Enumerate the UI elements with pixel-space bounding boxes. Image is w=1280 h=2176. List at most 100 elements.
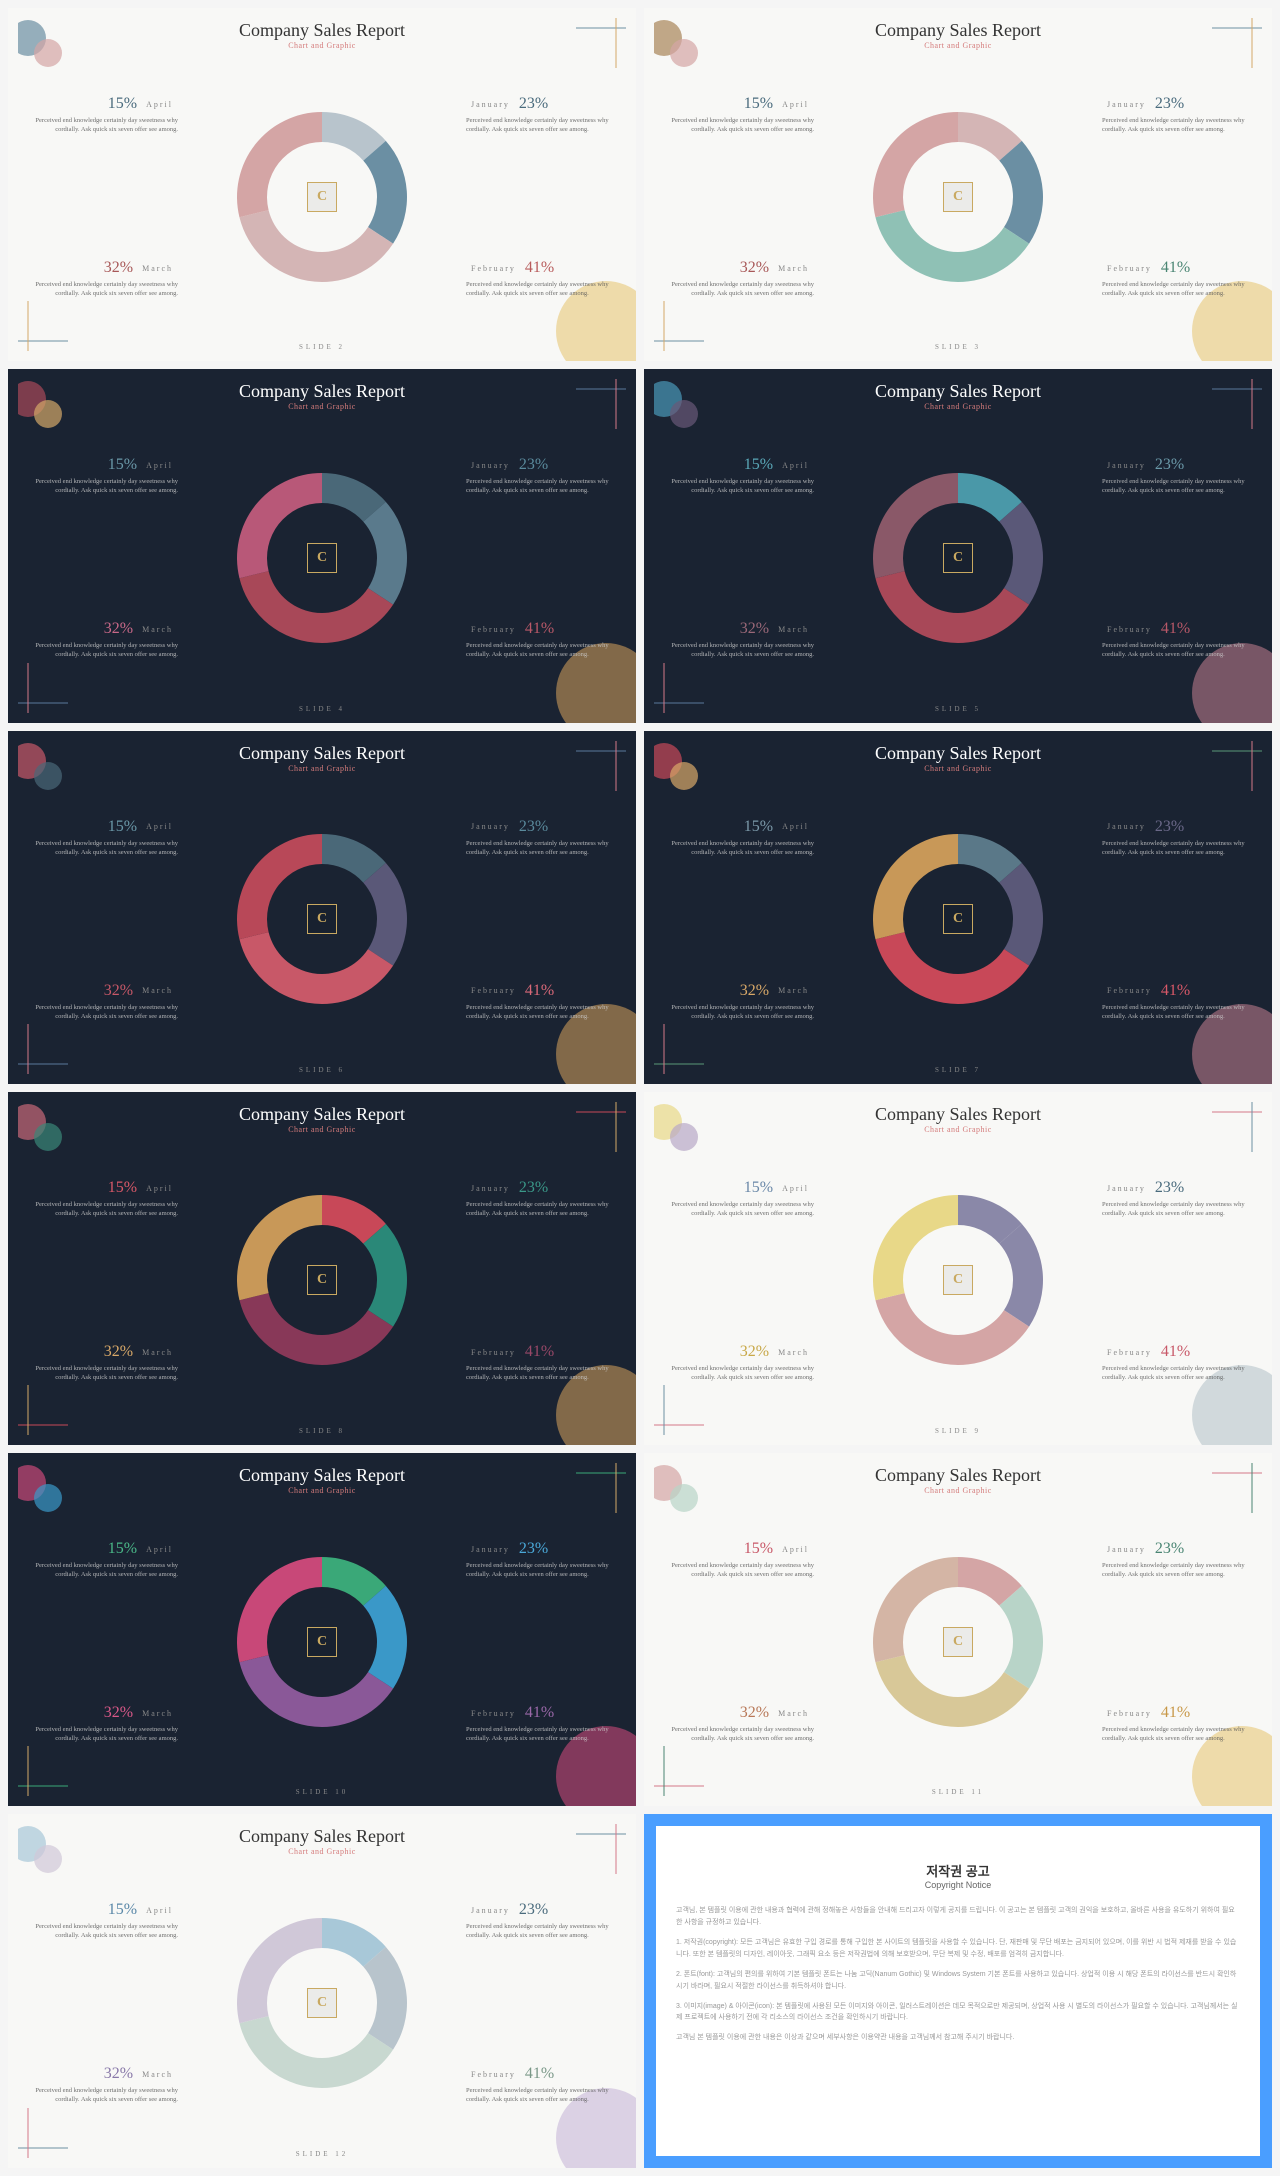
donut-center-logo: C [307, 182, 337, 212]
slide-3: Company Sales Report Chart and Graphic 1… [644, 8, 1272, 361]
slide-number: SLIDE 7 [644, 1066, 1272, 1074]
donut-segment-jan [363, 1947, 407, 2050]
slide-subtitle: Chart and Graphic [644, 402, 1272, 411]
donut-segment-jan [999, 1224, 1043, 1327]
label-march: 32% March Perceived end knowledge certai… [659, 1343, 814, 1382]
label-february: February 41% Perceived end knowledge cer… [1102, 1343, 1257, 1382]
label-april: 15% April Perceived end knowledge certai… [659, 818, 814, 857]
label-february: February 41% Perceived end knowledge cer… [1102, 620, 1257, 659]
label-march: 32% March Perceived end knowledge certai… [23, 620, 178, 659]
donut-chart: C [232, 1913, 412, 2093]
donut-center-logo: C [943, 1627, 973, 1657]
donut-segment-feb [875, 571, 1029, 643]
slide-title: Company Sales Report [8, 1814, 636, 1847]
label-january: January 23% Perceived end knowledge cert… [1102, 95, 1257, 134]
label-april: 15% April Perceived end knowledge certai… [23, 1540, 178, 1579]
label-march: 32% March Perceived end knowledge certai… [23, 1704, 178, 1743]
slide-number: SLIDE 11 [644, 1788, 1272, 1796]
slide-subtitle: Chart and Graphic [8, 1486, 636, 1495]
slide-5: Company Sales Report Chart and Graphic 1… [644, 369, 1272, 722]
donut-segment-jan [363, 140, 407, 243]
donut-center-logo: C [307, 543, 337, 573]
copyright-body: 고객님, 본 템플릿 이용에 관한 내용과 협력에 관해 정해놓은 사항들을 안… [676, 1905, 1240, 2044]
slide-12: Company Sales Report Chart and Graphic 1… [8, 1814, 636, 2167]
label-january: January 23% Perceived end knowledge cert… [1102, 1540, 1257, 1579]
donut-segment-jan [999, 863, 1043, 966]
label-april: 15% April Perceived end knowledge certai… [23, 1901, 178, 1940]
slide-subtitle: Chart and Graphic [8, 1125, 636, 1134]
slide-subtitle: Chart and Graphic [8, 41, 636, 50]
donut-chart: C [868, 107, 1048, 287]
donut-chart: C [868, 829, 1048, 1009]
slide-11: Company Sales Report Chart and Graphic 1… [644, 1453, 1272, 1806]
donut-segment-jan [999, 140, 1043, 243]
slide-title: Company Sales Report [644, 369, 1272, 402]
copyright-paragraph: 2. 폰트(font): 고객님의 편의를 위하여 기본 템플릿 폰트는 나눔 … [676, 1969, 1240, 1993]
label-march: 32% March Perceived end knowledge certai… [23, 2065, 178, 2104]
label-february: February 41% Perceived end knowledge cer… [466, 620, 621, 659]
slide-4: Company Sales Report Chart and Graphic 1… [8, 369, 636, 722]
donut-center-logo: C [307, 1627, 337, 1657]
copyright-paragraph: 고객님 본 템플릿 이용에 관한 내용은 이상과 같으며 세부사항은 이용약관 … [676, 2032, 1240, 2044]
label-january: January 23% Perceived end knowledge cert… [1102, 456, 1257, 495]
donut-center-logo: C [943, 182, 973, 212]
slide-7: Company Sales Report Chart and Graphic 1… [644, 731, 1272, 1084]
label-january: January 23% Perceived end knowledge cert… [466, 456, 621, 495]
slide-title: Company Sales Report [644, 731, 1272, 764]
donut-center-logo: C [943, 904, 973, 934]
label-february: February 41% Perceived end knowledge cer… [1102, 1704, 1257, 1743]
donut-segment-jan [363, 502, 407, 605]
slide-number: SLIDE 10 [8, 1788, 636, 1796]
slide-number: SLIDE 4 [8, 705, 636, 713]
donut-segment-feb [875, 210, 1029, 282]
label-february: February 41% Perceived end knowledge cer… [466, 1343, 621, 1382]
slide-number: SLIDE 3 [644, 343, 1272, 351]
slide-8: Company Sales Report Chart and Graphic 1… [8, 1092, 636, 1445]
label-march: 32% March Perceived end knowledge certai… [659, 982, 814, 1021]
copyright-subtitle: Copyright Notice [676, 1880, 1240, 1890]
donut-chart: C [232, 107, 412, 287]
copyright-paragraph: 고객님, 본 템플릿 이용에 관한 내용과 협력에 관해 정해놓은 사항들을 안… [676, 1905, 1240, 1929]
donut-segment-feb [239, 1293, 393, 1365]
donut-center-logo: C [307, 1988, 337, 2018]
slide-title: Company Sales Report [8, 731, 636, 764]
slide-subtitle: Chart and Graphic [644, 764, 1272, 773]
label-march: 32% March Perceived end knowledge certai… [659, 1704, 814, 1743]
donut-segment-feb [875, 932, 1029, 1004]
slide-subtitle: Chart and Graphic [8, 402, 636, 411]
donut-chart: C [868, 1552, 1048, 1732]
label-february: February 41% Perceived end knowledge cer… [466, 982, 621, 1021]
label-january: January 23% Perceived end knowledge cert… [466, 818, 621, 857]
label-april: 15% April Perceived end knowledge certai… [23, 818, 178, 857]
donut-segment-jan [363, 1224, 407, 1327]
slide-10: Company Sales Report Chart and Graphic 1… [8, 1453, 636, 1806]
slide-title: Company Sales Report [644, 8, 1272, 41]
donut-segment-feb [239, 210, 393, 282]
label-january: January 23% Perceived end knowledge cert… [466, 95, 621, 134]
label-february: February 41% Perceived end knowledge cer… [466, 1704, 621, 1743]
slide-title: Company Sales Report [8, 369, 636, 402]
donut-segment-feb [239, 2016, 393, 2088]
label-march: 32% March Perceived end knowledge certai… [23, 982, 178, 1021]
slide-number: SLIDE 12 [8, 2150, 636, 2158]
slide-number: SLIDE 5 [644, 705, 1272, 713]
slide-grid: Company Sales Report Chart and Graphic 1… [0, 0, 1280, 2176]
label-april: 15% April Perceived end knowledge certai… [659, 95, 814, 134]
slide-2: Company Sales Report Chart and Graphic 1… [8, 8, 636, 361]
slide-number: SLIDE 9 [644, 1427, 1272, 1435]
slide-subtitle: Chart and Graphic [644, 1125, 1272, 1134]
slide-number: SLIDE 8 [8, 1427, 636, 1435]
copyright-slide: 저작권 공고 Copyright Notice 고객님, 본 템플릿 이용에 관… [644, 1814, 1272, 2167]
slide-title: Company Sales Report [8, 1092, 636, 1125]
label-march: 32% March Perceived end knowledge certai… [23, 259, 178, 298]
donut-chart: C [232, 468, 412, 648]
donut-segment-jan [999, 1585, 1043, 1688]
donut-segment-feb [875, 1293, 1029, 1365]
donut-chart: C [232, 1552, 412, 1732]
donut-segment-feb [875, 1655, 1029, 1727]
copyright-paragraph: 3. 이미지(image) & 아이콘(icon): 본 템플릿에 사용된 모든… [676, 2001, 1240, 2025]
label-january: January 23% Perceived end knowledge cert… [466, 1179, 621, 1218]
label-february: February 41% Perceived end knowledge cer… [1102, 259, 1257, 298]
donut-center-logo: C [307, 904, 337, 934]
label-january: January 23% Perceived end knowledge cert… [466, 1901, 621, 1940]
